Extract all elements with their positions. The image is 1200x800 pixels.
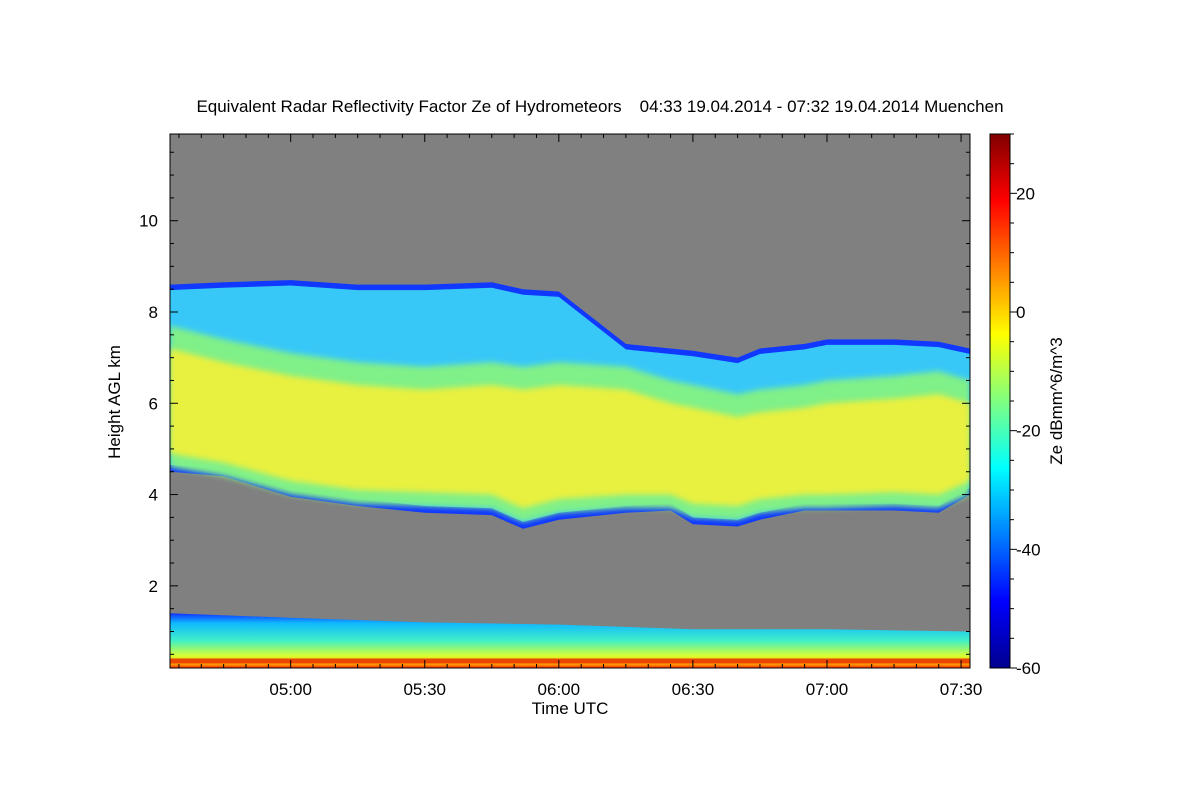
- colorbar-axis: 20 0 -20 -40 -60: [1010, 133, 1041, 678]
- plot-frame: [169, 133, 971, 669]
- x-tick-label: 05:30: [403, 680, 446, 699]
- chart-location: Muenchen: [924, 97, 1004, 116]
- colorbar-tick-label: 20: [1016, 184, 1035, 203]
- x-tick-label: 05:00: [269, 680, 312, 699]
- cloud-core: [170, 348, 970, 509]
- colorbar-tick-label: -60: [1016, 659, 1041, 678]
- y-tick-label: 6: [149, 394, 158, 413]
- x-tick-label: 06:30: [672, 680, 715, 699]
- chart-title: Equivalent Radar Reflectivity Factor Ze …: [0, 97, 1200, 117]
- colorbar-tick-label: -40: [1016, 540, 1041, 559]
- x-tick-label: 07:00: [806, 680, 849, 699]
- y-tick-label: 8: [149, 303, 158, 322]
- x-axis-title: Time UTC: [532, 699, 609, 718]
- colorbar-tick-label: 0: [1016, 303, 1025, 322]
- y-axis-title: Height AGL km: [105, 345, 124, 459]
- y-axis: 2 4 6 8 10: [139, 151, 970, 655]
- chart-period: 04:33 19.04.2014 - 07:32 19.04.2014: [639, 97, 920, 116]
- x-tick-label: 06:00: [538, 680, 581, 699]
- y-tick-label: 4: [149, 486, 158, 505]
- rain-layer: [170, 613, 970, 668]
- y-tick-label: 10: [139, 212, 158, 231]
- chart-title-text: Equivalent Radar Reflectivity Factor Ze …: [196, 97, 622, 116]
- x-axis: 05:00 05:30 06:00 06:30 07:00 07:30: [178, 134, 983, 699]
- colorbar-label: Ze dBmm^6/m^3: [1047, 337, 1066, 464]
- reflectivity-layers: [170, 280, 970, 668]
- y-tick-label: 2: [149, 577, 158, 596]
- colorbar-tick-label: -20: [1016, 422, 1041, 441]
- x-tick-label: 07:30: [940, 680, 983, 699]
- colorbar: [989, 133, 1011, 669]
